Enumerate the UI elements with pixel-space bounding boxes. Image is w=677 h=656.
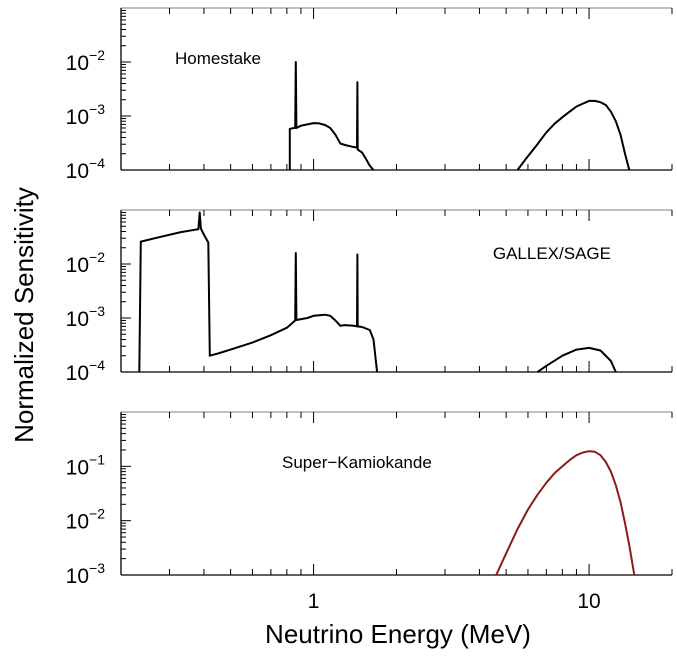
- y-tick-label: 10−3: [66, 560, 106, 588]
- y-tick-label: 10−1: [66, 451, 106, 479]
- panel-label: Homestake: [175, 49, 261, 68]
- series-line: [138, 211, 379, 373]
- series-line: [495, 450, 636, 576]
- x-tick-label: 10: [577, 590, 600, 613]
- y-tick-label: 10−2: [66, 47, 106, 75]
- x-axis-title: Neutrino Energy (MeV): [265, 619, 531, 649]
- panel-label: GALLEX/SAGE: [493, 244, 611, 263]
- y-axis-title: Normalized Sensitivity: [9, 187, 39, 443]
- series-line: [536, 346, 617, 373]
- x-tick-label: 1: [308, 590, 320, 613]
- panel-3: 10−1 10−2 10−3 Super−Kamiokande: [66, 411, 673, 588]
- y-tick-label: 10−3: [66, 303, 106, 331]
- panel-1: 10−2 10−3 10−4 Homestake: [66, 7, 673, 183]
- y-tick-label: 10−3: [66, 101, 106, 129]
- y-tick-label: 10−2: [66, 506, 106, 534]
- y-tick-label: 10−2: [66, 249, 106, 277]
- panels-group: 10−2 10−3 10−4 Homestake 10−2 10−3 10−4 GALLEX/…: [66, 7, 673, 613]
- y-tick-label: 10−4: [66, 357, 106, 385]
- series-line: [288, 61, 375, 171]
- panel-2: 10−2 10−3 10−4 GALLEX/SAGE: [66, 209, 673, 385]
- panel-label: Super−Kamiokande: [282, 453, 432, 472]
- y-tick-label: 10−4: [66, 155, 106, 183]
- series-line: [516, 99, 631, 171]
